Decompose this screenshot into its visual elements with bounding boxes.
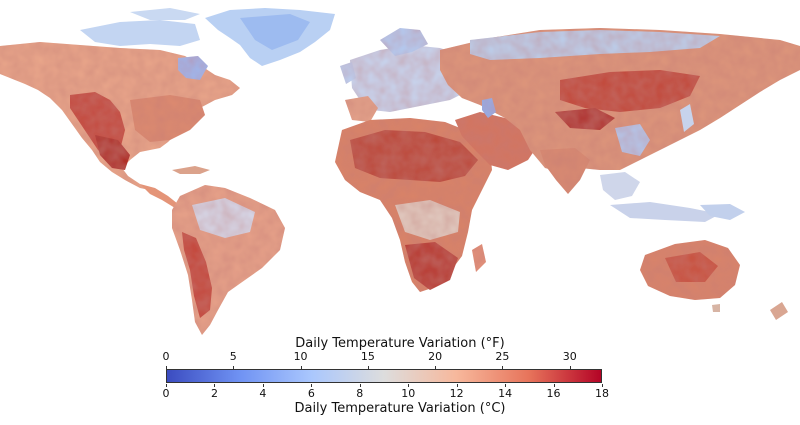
siberia-cool: [470, 30, 720, 60]
australia-hotspot: [665, 252, 718, 282]
tibet-hotspot: [555, 108, 615, 130]
celsius-tick-label: 6: [307, 387, 315, 400]
celsius-tick-mark: [214, 384, 216, 387]
british-isles: [340, 62, 356, 84]
caribbean-islands: [172, 166, 210, 174]
celsius-tick-label: 10: [401, 387, 416, 400]
colorbar-title-fahrenheit: Daily Temperature Variation (°F): [295, 336, 505, 351]
celsius-tick-mark: [166, 384, 167, 387]
japan-region: [680, 104, 694, 132]
east-china-cool: [615, 124, 650, 156]
central-asia-hotspot: [560, 70, 700, 112]
eastern-us: [130, 95, 205, 142]
celsius-tick-mark: [311, 384, 313, 387]
fahrenheit-tick-mark: [233, 366, 235, 369]
southeast-asia-region: [600, 172, 640, 200]
fahrenheit-tick-mark: [166, 366, 167, 369]
celsius-tick-label: 14: [498, 387, 513, 400]
mexico-hotspot: [95, 135, 130, 170]
fahrenheit-tick-mark: [367, 366, 369, 369]
caspian-sea: [482, 98, 496, 118]
celsius-tick-mark: [602, 384, 603, 387]
celsius-tick-label: 12: [449, 387, 464, 400]
andes-hotspot: [182, 232, 212, 318]
celsius-tick-label: 16: [546, 387, 561, 400]
colorbar-title-celsius: Daily Temperature Variation (°C): [294, 401, 506, 416]
fahrenheit-tick-label: 5: [229, 350, 237, 363]
iberia: [345, 96, 378, 122]
india-region: [540, 148, 590, 194]
fahrenheit-tick-mark: [569, 366, 571, 369]
new-guinea: [700, 204, 745, 220]
scandinavia: [380, 28, 428, 56]
fahrenheit-tick-label: 15: [360, 350, 375, 363]
celsius-tick-label: 2: [210, 387, 218, 400]
celsius-tick-row: 0 2 4 6 8 10 12 14 16 18: [0, 384, 800, 404]
celsius-tick-mark: [456, 384, 458, 387]
fahrenheit-tick-label: 30: [562, 350, 577, 363]
arctic-islands: [80, 20, 200, 46]
southern-africa-hotspot: [405, 242, 458, 290]
central-america-region: [140, 184, 178, 208]
arctic-islands-2: [130, 8, 200, 20]
sahara-hotspot: [350, 130, 478, 182]
greenland-ice-core: [240, 14, 310, 50]
celsius-tick-mark: [359, 384, 361, 387]
amazon-cool: [192, 198, 255, 238]
celsius-tick-label: 0: [162, 387, 170, 400]
celsius-tick-label: 4: [259, 387, 267, 400]
fahrenheit-tick-label: 10: [293, 350, 308, 363]
madagascar: [472, 244, 486, 272]
new-zealand: [770, 302, 788, 320]
fahrenheit-tick-label: 0: [162, 350, 170, 363]
fahrenheit-tick-label: 25: [495, 350, 510, 363]
fahrenheit-tick-label: 20: [428, 350, 443, 363]
celsius-tick-label: 8: [356, 387, 364, 400]
tasmania: [712, 304, 720, 312]
celsius-tick-mark: [553, 384, 555, 387]
fahrenheit-tick-row: 0 5 10 15 20 25 30: [0, 350, 800, 370]
celsius-tick-label: 18: [595, 387, 609, 400]
world-map: [0, 8, 800, 335]
celsius-tick-mark: [262, 384, 264, 387]
fahrenheit-tick-mark: [300, 366, 302, 369]
colorbar: [166, 369, 602, 383]
celsius-tick-mark: [408, 384, 410, 387]
central-africa-cool: [395, 200, 460, 240]
fahrenheit-tick-mark: [502, 366, 504, 369]
celsius-tick-mark: [505, 384, 507, 387]
fahrenheit-tick-mark: [435, 366, 437, 369]
hudson-bay: [178, 56, 208, 80]
indonesia-islands: [610, 202, 720, 222]
